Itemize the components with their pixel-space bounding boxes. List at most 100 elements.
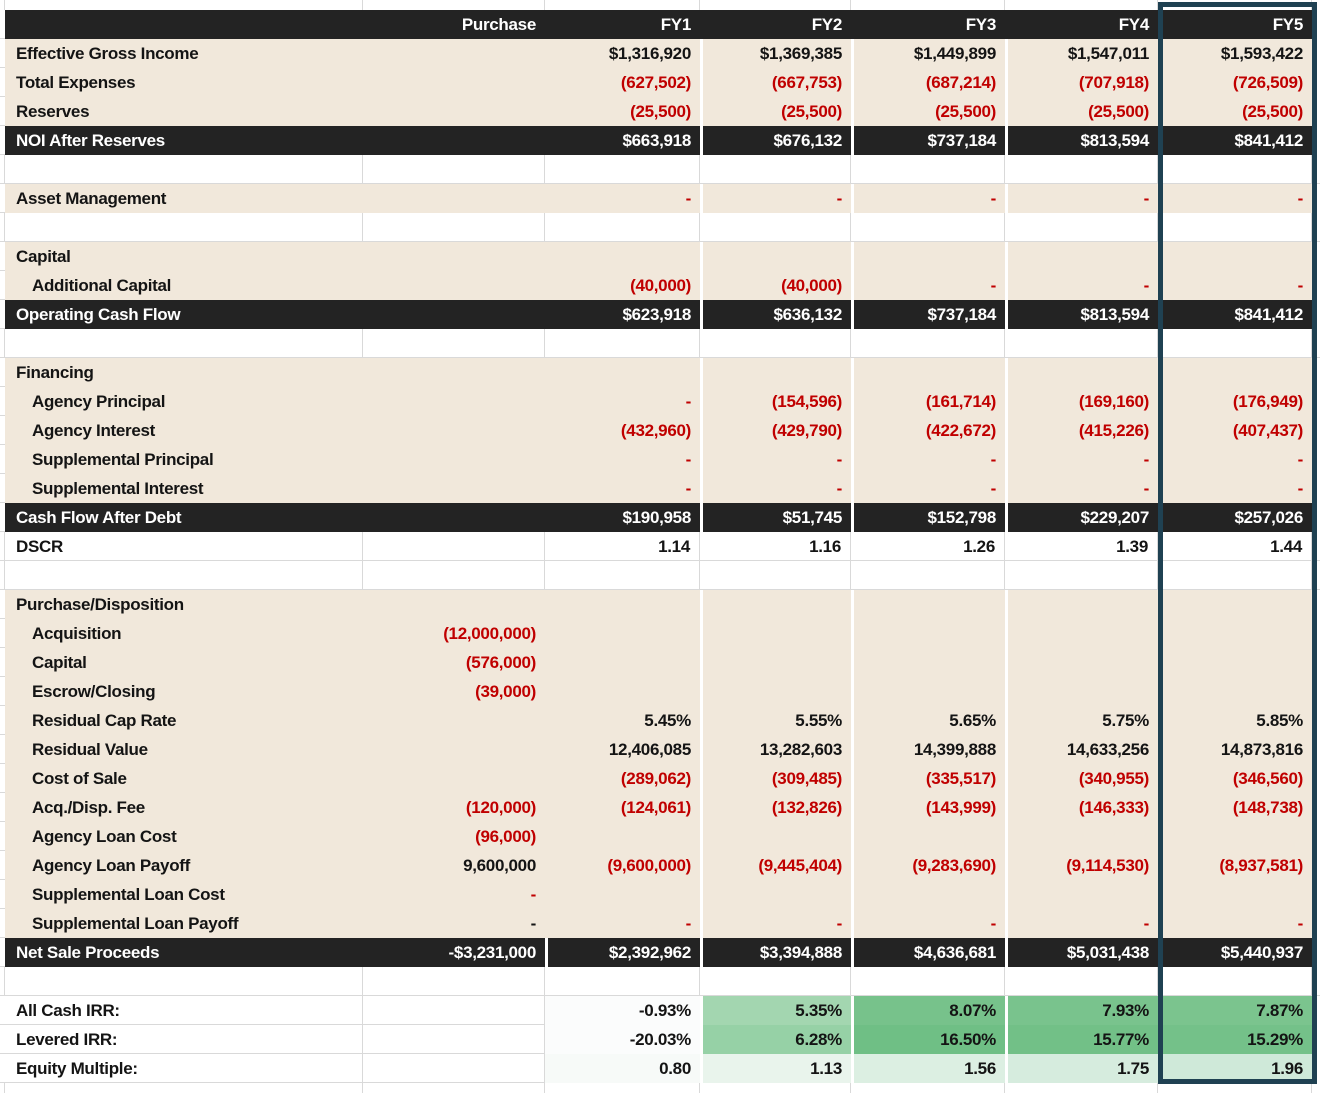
row-label[interactable]: Capital: [5, 242, 363, 271]
cell-fy1[interactable]: -: [545, 184, 700, 213]
row-label[interactable]: Purchase/Disposition: [5, 590, 363, 619]
cell-purchase[interactable]: [363, 503, 545, 532]
row-label[interactable]: Agency Principal: [5, 387, 363, 416]
cell-purchase[interactable]: [363, 242, 545, 271]
cell-fy4[interactable]: (169,160): [1005, 387, 1158, 416]
cell-fy4[interactable]: $229,207: [1005, 503, 1158, 532]
cell-fy1[interactable]: $1,316,920: [545, 39, 700, 68]
cell-fy3[interactable]: [851, 880, 1005, 909]
cell-purchase[interactable]: [363, 445, 545, 474]
cell-fy1[interactable]: 5.45%: [545, 706, 700, 735]
cell-fy1[interactable]: 0.80: [545, 1054, 700, 1083]
cell-fy3[interactable]: -: [851, 909, 1005, 938]
cell-purchase[interactable]: [363, 155, 545, 184]
cell-fy5[interactable]: [1158, 648, 1312, 677]
row-label[interactable]: Agency Interest: [5, 416, 363, 445]
cell-purchase[interactable]: [363, 764, 545, 793]
cell-fy2[interactable]: [700, 358, 851, 387]
cell-fy2[interactable]: 1.13: [700, 1054, 851, 1083]
cell-fy3[interactable]: [851, 213, 1005, 242]
cell-fy1[interactable]: -0.93%: [545, 996, 700, 1025]
cell-purchase[interactable]: [363, 358, 545, 387]
cell-fy4[interactable]: 1.39: [1005, 532, 1158, 561]
row-label[interactable]: Agency Loan Payoff: [5, 851, 363, 880]
cell-fy2[interactable]: -: [700, 474, 851, 503]
cell-fy1[interactable]: (9,600,000): [545, 851, 700, 880]
row-label[interactable]: Reserves: [5, 97, 363, 126]
cell-fy2[interactable]: [700, 822, 851, 851]
cell-fy4[interactable]: -: [1005, 445, 1158, 474]
cell-fy1[interactable]: [545, 561, 700, 590]
row-label[interactable]: Total Expenses: [5, 68, 363, 97]
cell-fy5[interactable]: $1,593,422: [1158, 39, 1312, 68]
column-header-fy1[interactable]: FY1: [545, 10, 700, 39]
row-label[interactable]: Levered IRR:: [5, 1025, 363, 1054]
cell-purchase[interactable]: [363, 97, 545, 126]
cell-fy5[interactable]: [1158, 155, 1312, 184]
row-label[interactable]: [5, 155, 363, 184]
cell-fy3[interactable]: -: [851, 271, 1005, 300]
cell-fy4[interactable]: (707,918): [1005, 68, 1158, 97]
cell-fy2[interactable]: [700, 880, 851, 909]
cell-fy5[interactable]: 5.85%: [1158, 706, 1312, 735]
cell-fy1[interactable]: [545, 619, 700, 648]
cell-fy3[interactable]: 5.65%: [851, 706, 1005, 735]
row-label[interactable]: Acquisition: [5, 619, 363, 648]
cell-fy3[interactable]: (161,714): [851, 387, 1005, 416]
cell-fy1[interactable]: [545, 967, 700, 996]
cell-fy4[interactable]: [1005, 213, 1158, 242]
cell-purchase[interactable]: [363, 300, 545, 329]
cell-fy3[interactable]: [851, 590, 1005, 619]
cell-purchase[interactable]: [363, 387, 545, 416]
cell-purchase[interactable]: [363, 1025, 545, 1054]
cell-fy5[interactable]: 15.29%: [1158, 1025, 1312, 1054]
cell-fy3[interactable]: [851, 677, 1005, 706]
cell-fy1[interactable]: (40,000): [545, 271, 700, 300]
cell-fy2[interactable]: [700, 329, 851, 358]
cell-fy4[interactable]: [1005, 242, 1158, 271]
cell-fy2[interactable]: [700, 967, 851, 996]
cell-fy3[interactable]: [851, 822, 1005, 851]
cell-fy2[interactable]: -: [700, 445, 851, 474]
cell-fy4[interactable]: (415,226): [1005, 416, 1158, 445]
row-label[interactable]: DSCR: [5, 532, 363, 561]
cell-fy2[interactable]: [700, 561, 851, 590]
cell-fy2[interactable]: -: [700, 909, 851, 938]
cell-fy1[interactable]: $2,392,962: [545, 938, 700, 967]
cell-fy5[interactable]: -: [1158, 445, 1312, 474]
column-header-fy4[interactable]: FY4: [1005, 10, 1158, 39]
cell-fy1[interactable]: [545, 242, 700, 271]
cell-fy5[interactable]: $841,412: [1158, 300, 1312, 329]
row-label[interactable]: Supplemental Principal: [5, 445, 363, 474]
column-header-purchase[interactable]: Purchase: [363, 10, 545, 39]
cell-fy5[interactable]: $257,026: [1158, 503, 1312, 532]
cell-fy5[interactable]: (176,949): [1158, 387, 1312, 416]
cell-fy5[interactable]: 1.96: [1158, 1054, 1312, 1083]
cell-purchase[interactable]: [363, 39, 545, 68]
cell-purchase[interactable]: -: [363, 880, 545, 909]
cell-fy4[interactable]: -: [1005, 909, 1158, 938]
cell-fy3[interactable]: -: [851, 445, 1005, 474]
cell-purchase[interactable]: [363, 1054, 545, 1083]
cell-purchase[interactable]: [363, 416, 545, 445]
cell-fy2[interactable]: $1,369,385: [700, 39, 851, 68]
cell-fy5[interactable]: 1.44: [1158, 532, 1312, 561]
cell-fy5[interactable]: [1158, 329, 1312, 358]
cell-fy3[interactable]: 14,399,888: [851, 735, 1005, 764]
cell-fy4[interactable]: $5,031,438: [1005, 938, 1158, 967]
cell-fy5[interactable]: [1158, 967, 1312, 996]
cell-fy2[interactable]: $636,132: [700, 300, 851, 329]
cell-fy1[interactable]: [545, 213, 700, 242]
cell-fy4[interactable]: -: [1005, 184, 1158, 213]
cell-fy5[interactable]: -: [1158, 271, 1312, 300]
cell-fy2[interactable]: (154,596): [700, 387, 851, 416]
cell-fy2[interactable]: -: [700, 184, 851, 213]
cell-purchase[interactable]: (576,000): [363, 648, 545, 677]
cell-fy4[interactable]: [1005, 358, 1158, 387]
cell-fy4[interactable]: 5.75%: [1005, 706, 1158, 735]
cell-fy5[interactable]: -: [1158, 909, 1312, 938]
cell-purchase[interactable]: [363, 68, 545, 97]
cell-fy3[interactable]: [851, 648, 1005, 677]
cell-purchase[interactable]: [363, 271, 545, 300]
row-label[interactable]: Cash Flow After Debt: [5, 503, 363, 532]
